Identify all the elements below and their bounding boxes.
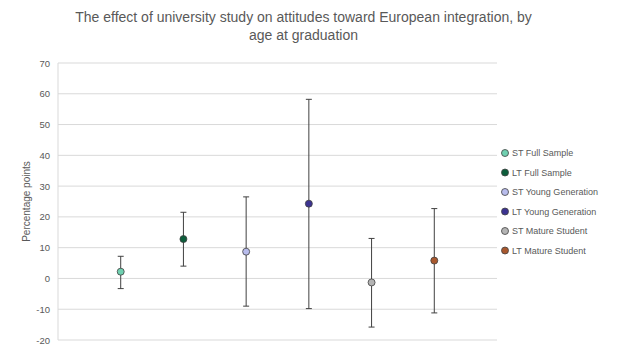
legend-label: ST Young Generation: [512, 187, 598, 197]
legend-marker: [502, 208, 509, 215]
grid-line: [58, 93, 497, 94]
y-tick-label: 10: [39, 242, 50, 253]
legend-label: LT Mature Student: [512, 246, 586, 256]
y-tick-label: 0: [45, 273, 50, 284]
error-bar: [180, 212, 186, 266]
y-tick-label: -10: [36, 304, 50, 315]
grid-line: [58, 155, 497, 156]
point: [305, 200, 312, 207]
point: [243, 248, 250, 255]
point: [117, 268, 124, 275]
legend: ST Full Sample LT Full Sample ST Young Gen…: [502, 148, 598, 256]
legend-marker: [502, 150, 509, 157]
error-bar: [369, 238, 375, 327]
grid-line: [58, 278, 497, 279]
y-tick-label: 40: [39, 150, 50, 161]
legend-label: LT Young Generation: [512, 207, 596, 217]
grid-line: [58, 63, 497, 64]
y-axis-label: Percentage points: [21, 161, 32, 242]
y-axis: [58, 63, 59, 340]
chart: The effect of university study on attitu…: [0, 0, 627, 355]
grid-line: [58, 124, 497, 125]
grid-line: [58, 247, 497, 248]
plot-area: [117, 99, 438, 327]
grid-line: [58, 309, 497, 310]
legend-marker: [502, 169, 509, 176]
point: [180, 236, 187, 243]
legend-label: ST Full Sample: [512, 148, 573, 158]
legend-marker: [502, 189, 509, 196]
error-bar: [243, 197, 249, 306]
grid-line: [58, 186, 497, 187]
legend-marker: [502, 228, 509, 235]
error-bar: [431, 209, 437, 313]
y-tick-label: -20: [36, 335, 50, 346]
error-bar: [306, 99, 312, 308]
y-tick-label: 30: [39, 181, 50, 192]
y-tick-label: 60: [39, 88, 50, 99]
legend-label: LT Full Sample: [512, 168, 572, 178]
grid-line: [58, 216, 497, 217]
background: [0, 0, 627, 355]
error-bar: [118, 256, 124, 288]
point: [431, 257, 438, 264]
y-tick-label: 20: [39, 211, 50, 222]
point: [368, 279, 375, 286]
title: The effect of university study on attitu…: [75, 9, 532, 43]
legend-label: ST Mature Student: [512, 226, 588, 236]
legend-marker: [502, 247, 509, 254]
grid-line: [58, 340, 497, 341]
y-tick-label: 50: [39, 119, 50, 130]
y-tick-label: 70: [39, 58, 50, 69]
